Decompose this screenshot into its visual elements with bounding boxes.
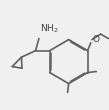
- Text: O: O: [93, 35, 100, 44]
- Text: NH$_2$: NH$_2$: [40, 23, 59, 35]
